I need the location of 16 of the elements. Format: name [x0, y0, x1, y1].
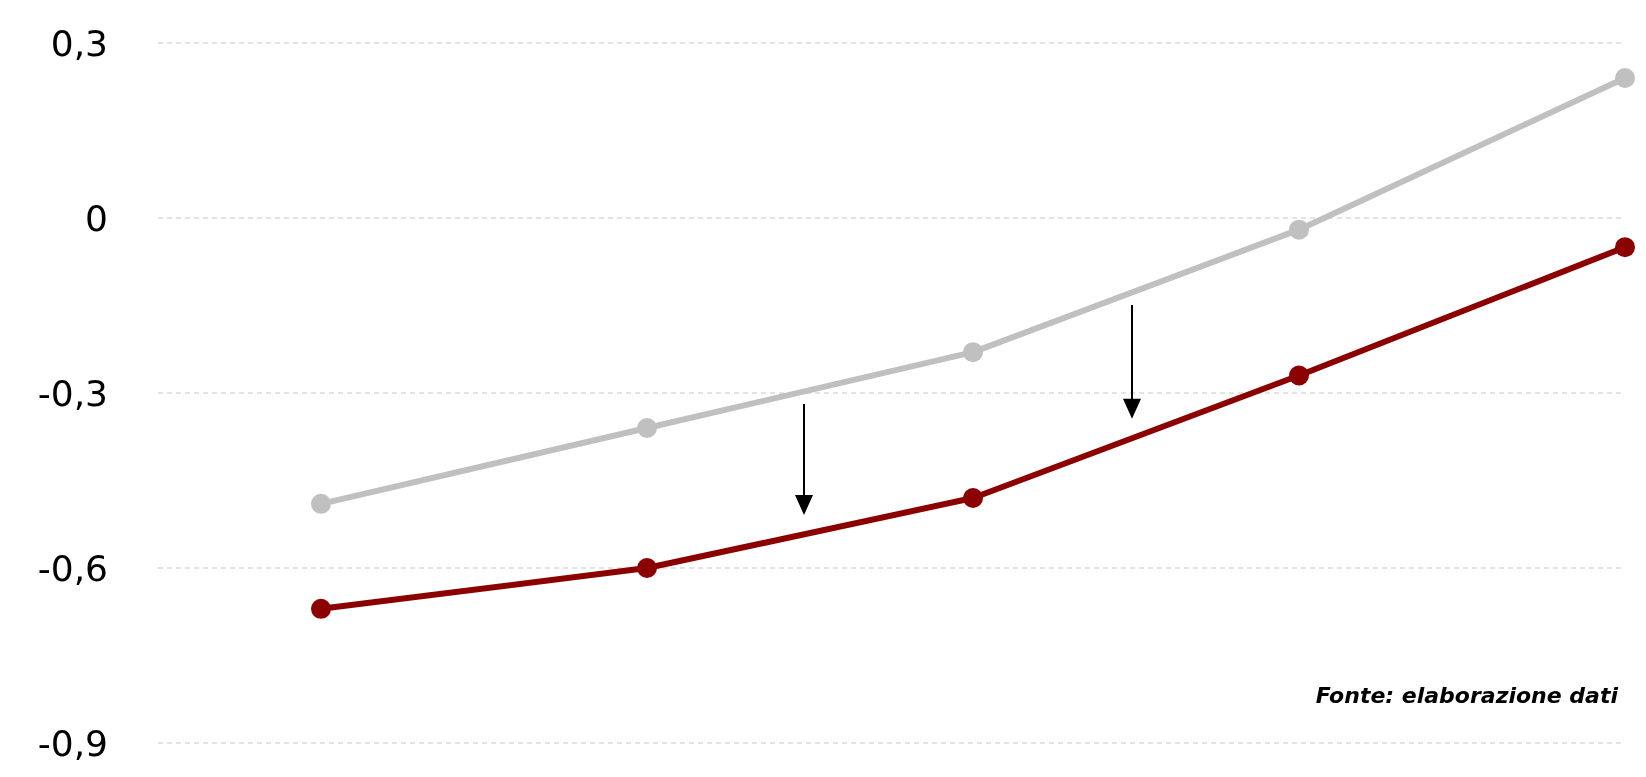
- point: [1289, 219, 1309, 240]
- point: [311, 493, 331, 514]
- y-tick-label: 0,3: [50, 22, 108, 64]
- y-tick-label: -0,6: [37, 547, 108, 589]
- point: [311, 598, 331, 619]
- point: [637, 558, 657, 578]
- y-tick-label: -0,9: [37, 722, 108, 764]
- point: [637, 418, 657, 438]
- point: [1289, 365, 1309, 386]
- point: [963, 342, 983, 363]
- y-tick-label: -0,3: [37, 372, 108, 414]
- point: [1615, 68, 1635, 88]
- point: [1615, 237, 1635, 258]
- point: [963, 488, 983, 508]
- y-tick-label: 0: [85, 197, 108, 239]
- annotation: Fonte: elaborazione dati: [1315, 683, 1619, 708]
